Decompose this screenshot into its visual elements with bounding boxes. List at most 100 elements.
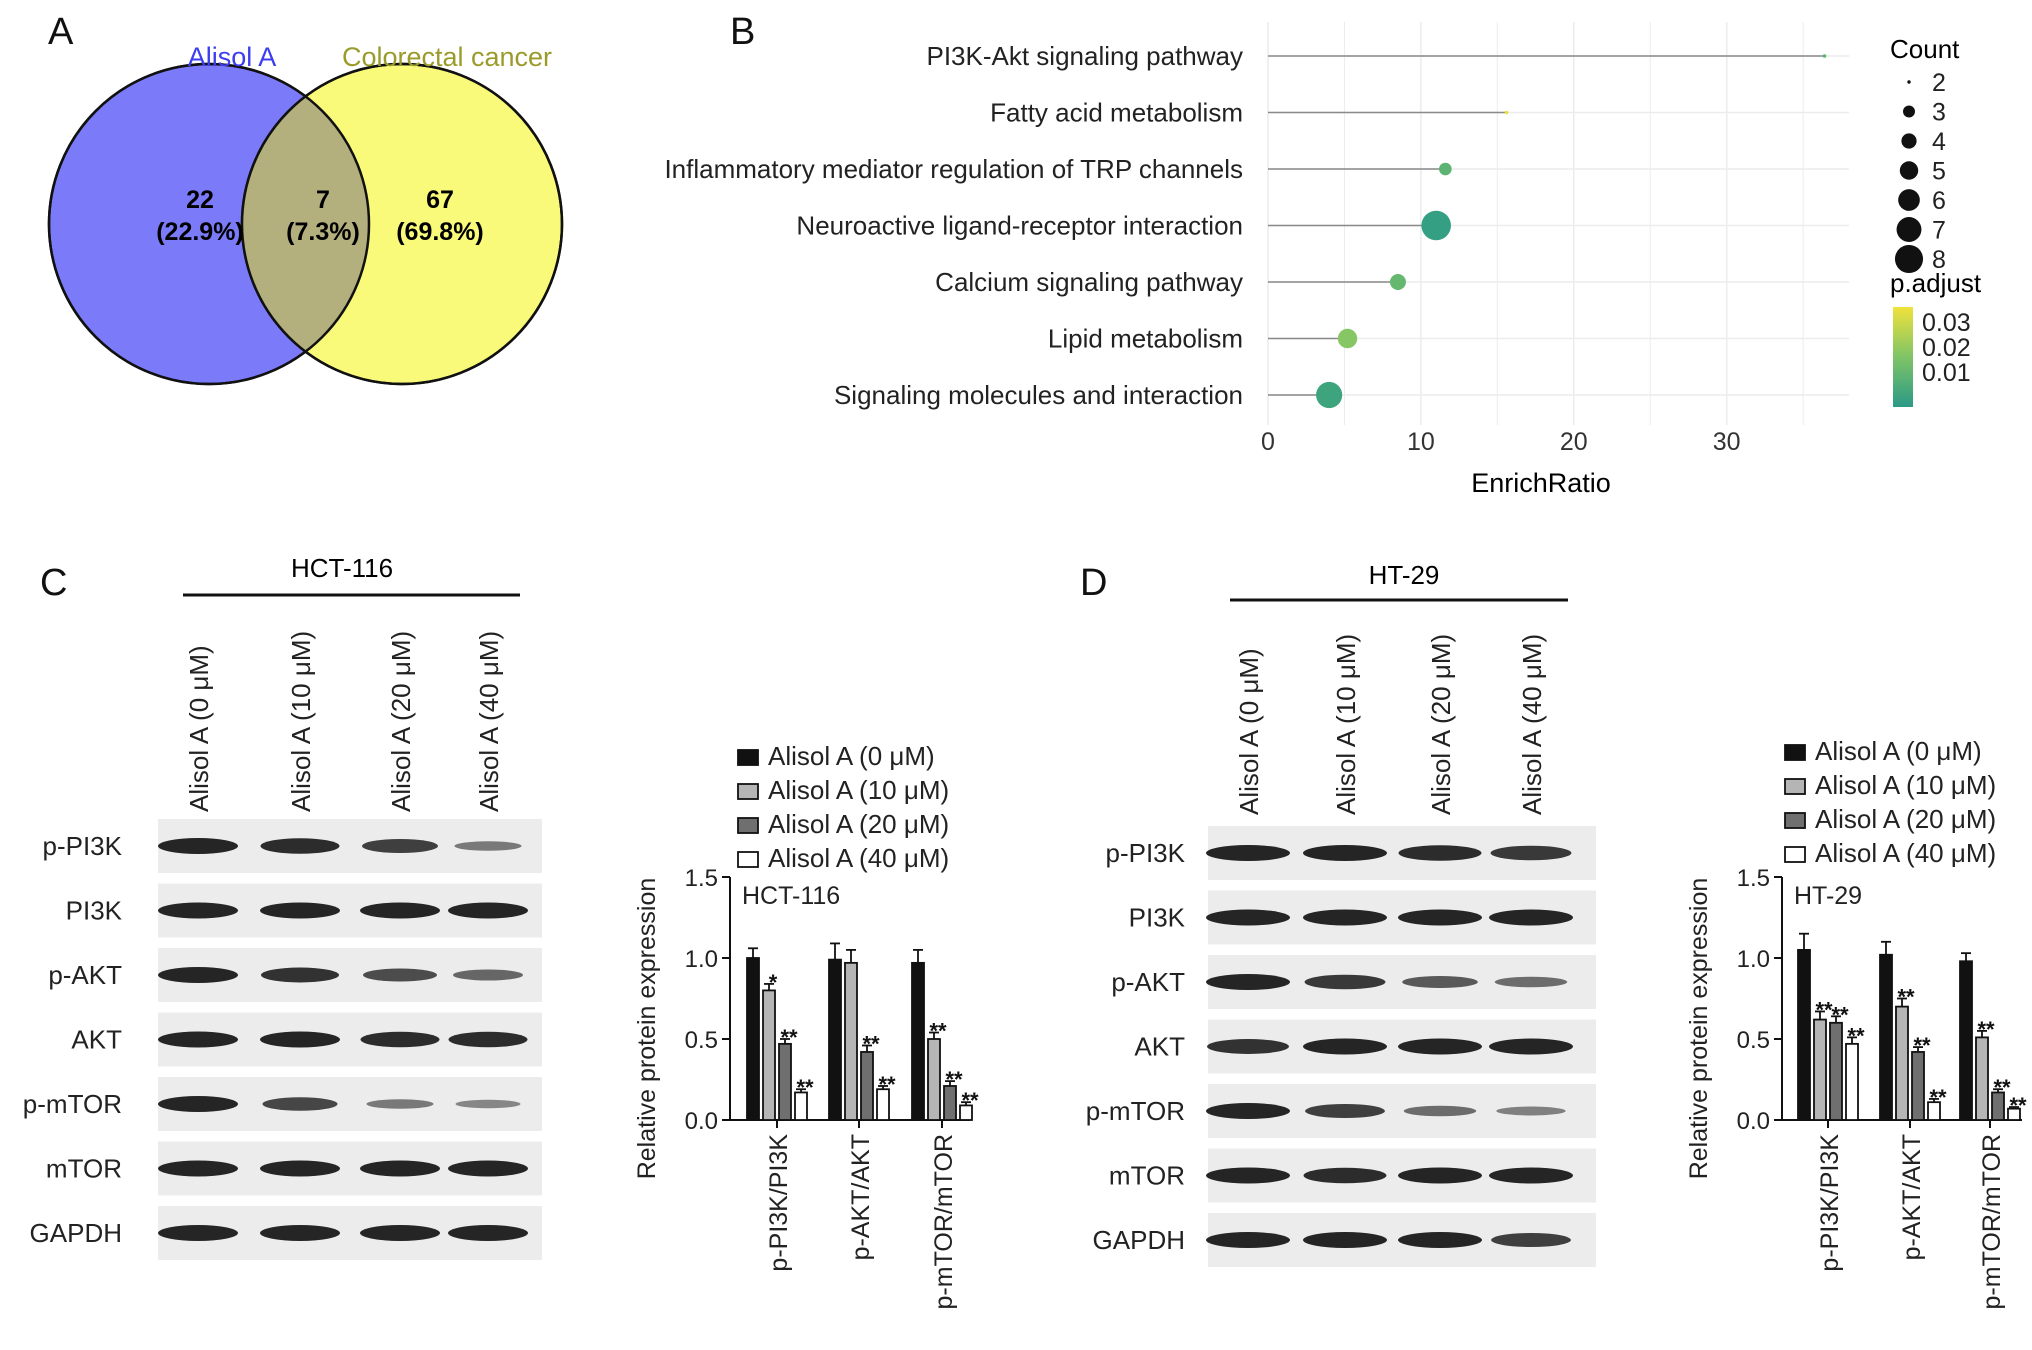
significance-mark: **	[1897, 985, 1915, 1010]
blot-band	[1303, 1232, 1387, 1248]
western-blot-hct116: Alisol A (0 μM) Alisol A (10 μM) Alisol A …	[23, 631, 542, 1260]
blot-band	[1305, 1104, 1385, 1118]
pathway-label: Inflammatory mediator regulation of TRP …	[664, 154, 1243, 184]
x-tick-label: 10	[1407, 428, 1435, 456]
blot-band	[260, 1225, 340, 1241]
x-category-label: p-mTOR/mTOR	[1978, 1134, 2006, 1309]
count-legend-value: 7	[1932, 217, 1946, 245]
y-axis-label: Relative protein expression	[1685, 878, 1713, 1180]
blot-band	[448, 1031, 528, 1048]
bar	[1797, 949, 1811, 1121]
bar	[746, 957, 760, 1121]
blot-band	[1491, 1233, 1571, 1247]
blot-band	[448, 902, 528, 919]
legend-entry: Alisol A (40 μM)	[1815, 838, 1996, 868]
blot-band	[1489, 1167, 1573, 1184]
count-legend-dot	[1898, 189, 1920, 211]
panel-d-letter: D	[1080, 562, 1107, 604]
panel-a-letter: A	[48, 11, 74, 53]
lollipop-point	[1822, 54, 1827, 58]
bar	[1879, 953, 1893, 1121]
count-legend-dot	[1894, 244, 1924, 274]
blot-band	[1494, 976, 1568, 988]
y-tick-label: 0.0	[685, 1108, 718, 1135]
blot-band	[360, 1225, 440, 1241]
significance-mark: **	[961, 1088, 979, 1113]
blot-row-label: AKT	[71, 1025, 122, 1055]
count-legend-dot	[1899, 161, 1919, 180]
legend-swatch	[737, 817, 759, 834]
blot-band	[360, 902, 440, 919]
enrichment-grid	[1267, 22, 1849, 425]
significance-mark: **	[862, 1031, 880, 1056]
legend-entry: Alisol A (0 μM)	[768, 741, 935, 771]
legend-entry: Alisol A (10 μM)	[1815, 770, 1996, 800]
blot-row-label: PI3K	[1129, 903, 1186, 933]
blot-band	[360, 1031, 440, 1048]
venn-right-percent: (69.8%)	[396, 218, 484, 246]
significance-mark: **	[945, 1067, 963, 1092]
count-legend-title: Count	[1890, 34, 1960, 64]
blot-c-cell-line: HCT-116	[291, 553, 393, 583]
bar	[1829, 1021, 1843, 1121]
lane-label: Alisol A (40 μM)	[1517, 634, 1547, 815]
blot-band	[454, 841, 522, 851]
blot-row-label: p-mTOR	[23, 1089, 122, 1119]
western-blot-ht29: Alisol A (0 μM) Alisol A (10 μM) Alisol A …	[1086, 634, 1596, 1267]
significance-mark: **	[1977, 1017, 1995, 1042]
lane-label: Alisol A (0 μM)	[1234, 648, 1264, 815]
blot-band	[1303, 909, 1387, 926]
x-tick-label: 0	[1261, 428, 1275, 456]
blot-band	[158, 1096, 238, 1112]
count-legend-value: 6	[1932, 187, 1946, 215]
count-legend-dot	[1903, 105, 1915, 118]
blot-band	[1206, 1103, 1290, 1119]
blot-band	[260, 1031, 340, 1048]
y-tick-label: 1.5	[685, 865, 718, 892]
y-tick-label: 0.0	[1737, 1108, 1770, 1135]
blot-band	[1489, 1038, 1573, 1055]
legend-swatch	[1784, 846, 1806, 863]
bar	[1895, 1005, 1909, 1121]
blot-band	[448, 1160, 528, 1177]
blot-row-label: mTOR	[1109, 1161, 1185, 1191]
pathway-label: Neuroactive ligand-receptor interaction	[796, 211, 1243, 241]
legend-entry: Alisol A (40 μM)	[768, 843, 949, 873]
count-legend-value: 2	[1932, 69, 1946, 97]
lane-label: Alisol A (40 μM)	[474, 631, 504, 812]
blot-row-label: PI3K	[66, 896, 123, 926]
bar	[778, 1042, 792, 1121]
panel-c: C HCT-116 Alisol A (0 μM) Alisol A (10 μM…	[23, 553, 979, 1309]
blot-band	[1489, 909, 1573, 926]
blot-band	[158, 902, 238, 919]
venn-label-colorectal-cancer: Colorectal cancer	[342, 42, 552, 72]
venn-left-count: 22	[186, 186, 214, 214]
lane-label: Alisol A (10 μM)	[286, 631, 316, 812]
lane-label: Alisol A (20 μM)	[1426, 634, 1456, 815]
legend-swatch	[1784, 812, 1806, 829]
legend-entry: Alisol A (0 μM)	[1815, 736, 1982, 766]
legend-entry: Alisol A (20 μM)	[1815, 804, 1996, 834]
blot-band	[455, 1099, 521, 1109]
lollipop-point	[1439, 162, 1452, 176]
blot-band	[448, 1225, 528, 1241]
significance-mark: **	[1913, 1033, 1931, 1058]
legend-swatch	[1784, 744, 1806, 761]
significance-mark: **	[796, 1075, 814, 1100]
pathway-label: Fatty acid metabolism	[990, 98, 1243, 128]
panel-b-letter: B	[730, 11, 755, 53]
blot-band	[1303, 1038, 1387, 1055]
legend-swatch	[1784, 778, 1806, 795]
bar	[1911, 1051, 1925, 1121]
x-category-label: p-mTOR/mTOR	[930, 1134, 958, 1309]
blot-band	[1206, 1167, 1290, 1184]
bar	[1813, 1018, 1827, 1121]
blot-band	[260, 838, 340, 854]
bar-chart-ht29: 0.0 0.5 1.0 1.5 Relative protein expression H…	[1685, 736, 2027, 1309]
significance-mark: **	[780, 1025, 798, 1050]
x-category-label: p-AKT/AKT	[1898, 1134, 1926, 1260]
blot-d-cell-line: HT-29	[1369, 560, 1440, 590]
y-axis-label: Relative protein expression	[633, 878, 661, 1180]
count-legend-dot	[1896, 217, 1922, 242]
